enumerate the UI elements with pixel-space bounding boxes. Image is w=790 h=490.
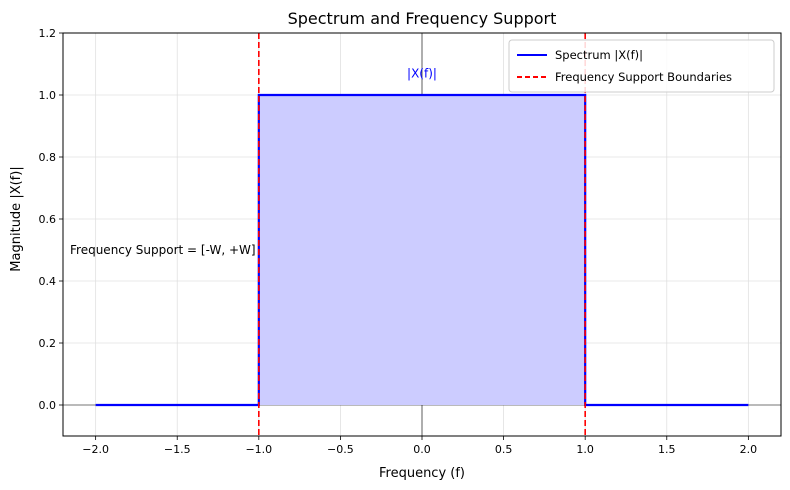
legend-label: Frequency Support Boundaries xyxy=(555,70,732,84)
x-tick-label: −1.5 xyxy=(164,443,191,456)
y-tick-label: 0.2 xyxy=(39,337,57,350)
x-tick-label: −1.0 xyxy=(245,443,272,456)
legend-label: Spectrum |X(f)| xyxy=(555,48,643,62)
spectrum-annotation: |X(f)| xyxy=(407,67,437,81)
x-tick-label: 0.0 xyxy=(413,443,431,456)
x-tick-label: 1.0 xyxy=(576,443,594,456)
y-tick-label: 1.0 xyxy=(39,89,57,102)
plot-area: −2.0 −1.5 −1.0 −0.5 0.0 0.5 1.0 1.5 2.0 0.0 0.2 0.4… xyxy=(39,27,782,456)
y-tick-label: 0.8 xyxy=(39,151,57,164)
legend: Spectrum |X(f)| Frequency Support Boundar… xyxy=(508,39,775,93)
x-tick-label: 0.5 xyxy=(495,443,513,456)
support-annotation: Frequency Support = [-W, +W] xyxy=(70,243,256,257)
x-tick-label: 2.0 xyxy=(740,443,758,456)
y-axis-label: Magnitude |X(f)| xyxy=(9,166,24,271)
y-tick-label: 0.4 xyxy=(39,275,57,288)
x-tick-label: 1.5 xyxy=(658,443,676,456)
x-axis-label: Frequency (f) xyxy=(379,466,465,481)
spectrum-line xyxy=(95,93,749,407)
y-tick-label: 1.2 xyxy=(39,27,57,40)
legend-box xyxy=(508,39,775,93)
y-tick-label: 0.0 xyxy=(39,399,57,412)
x-tick-label: −2.0 xyxy=(82,443,109,456)
x-tick-label: −0.5 xyxy=(327,443,354,456)
chart-title: Spectrum and Frequency Support xyxy=(288,9,557,28)
y-tick-label: 0.6 xyxy=(39,213,57,226)
